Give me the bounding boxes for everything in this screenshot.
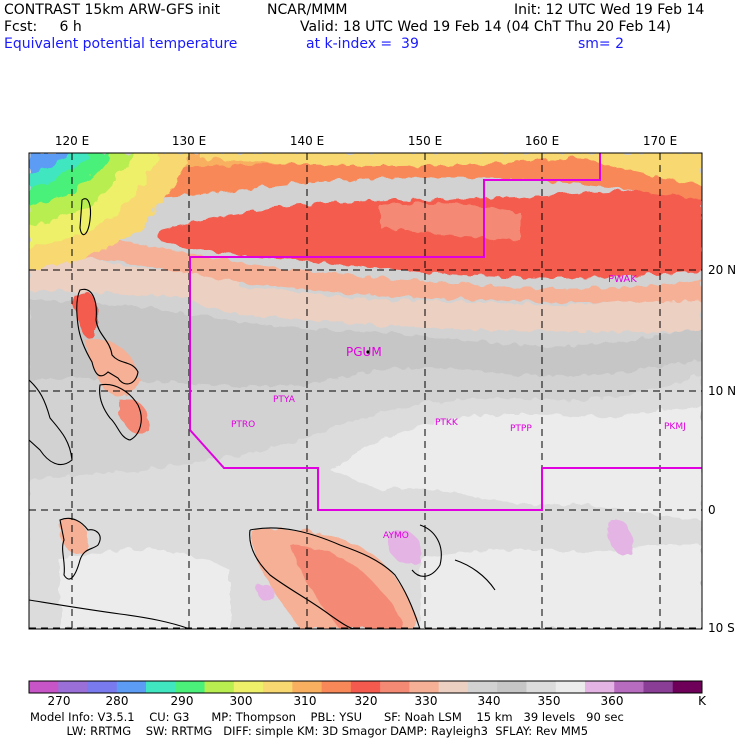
- station-pkmj: PKMJ: [664, 422, 686, 432]
- station-aymo: AYMO: [383, 531, 409, 541]
- colorbar-label-270: 270: [47, 694, 71, 708]
- contour-fill-layer: [29, 153, 702, 629]
- lon-label-160e: 160 E: [524, 134, 560, 148]
- colorbar-swatch: [350, 681, 381, 693]
- station-ptya: PTYA: [273, 395, 296, 405]
- colorbar-swatch: [204, 681, 235, 693]
- lesser-sunda-coastline: [29, 599, 191, 629]
- forecast-hour: Fcst: 6 h: [4, 19, 82, 35]
- organization-label: NCAR/MMM: [267, 2, 348, 18]
- colorbar-label-320: 320: [354, 694, 378, 708]
- lat-label-10n: 10 N: [708, 384, 737, 398]
- colorbar-swatch: [175, 681, 205, 693]
- lon-label-130e: 130 E: [171, 134, 207, 148]
- colorbar-label-340: 340: [477, 694, 501, 708]
- colorbar-swatch: [380, 681, 410, 693]
- colorbar-swatch: [263, 681, 293, 693]
- smoothing-label: sm= 2: [578, 36, 625, 52]
- colorbar-swatch: [321, 681, 352, 693]
- lon-label-140e: 140 E: [289, 134, 325, 148]
- colorbar-swatch: [292, 681, 323, 693]
- colorbar: [28, 680, 703, 694]
- station-pwak: PWAK: [608, 274, 637, 285]
- colorbar-swatch: [29, 681, 59, 693]
- lat-lon-grid: [29, 153, 702, 629]
- lon-label-170e: 170 E: [642, 134, 678, 148]
- model-title: CONTRAST 15km ARW-GFS init: [4, 2, 221, 18]
- station-ptpp: PTPP: [510, 424, 532, 434]
- colorbar-swatch: [584, 681, 615, 693]
- colorbar-swatch: [146, 681, 176, 693]
- philippines-coastline: [76, 288, 139, 385]
- colorbar-swatch: [643, 681, 674, 693]
- colorbar-label-350: 350: [537, 694, 561, 708]
- station-ptkk: PTKK: [435, 418, 459, 428]
- station-ptro: PTRO: [231, 420, 255, 430]
- colorbar-swatch: [116, 681, 147, 693]
- vertical-level: at k-index = 39: [306, 36, 419, 52]
- colorbar-label-280: 280: [105, 694, 129, 708]
- lon-label-150e: 150 E: [407, 134, 443, 148]
- colorbar-swatch: [672, 681, 703, 693]
- lon-label-120e: 120 E: [54, 134, 90, 148]
- colorbar-swatch: [409, 681, 440, 693]
- colorbar-label-360: 360: [600, 694, 624, 708]
- colorbar-frame: [28, 680, 703, 694]
- colorbar-label-330: 330: [414, 694, 438, 708]
- colorbar-swatch: [438, 681, 469, 693]
- colorbar-swatch: [555, 681, 586, 693]
- colorbar-unit-label: K: [698, 694, 706, 708]
- field-name: Equivalent potential temperature: [4, 36, 238, 52]
- init-time: Init: 12 UTC Wed 19 Feb 14: [514, 2, 705, 18]
- colorbar-swatch: [467, 681, 498, 693]
- colorbar-swatch: [497, 681, 527, 693]
- valid-time: Valid: 18 UTC Wed 19 Feb 14 (04 ChT Thu …: [300, 19, 672, 35]
- solomon-coastline: [454, 559, 496, 591]
- model-info-line1: Model Info: V3.5.1 CU: G3 MP: Thompson P…: [30, 710, 624, 724]
- station-markers: PWAK PGUM PTYA PTRO PTKK PTPP PKMJ AYMO: [231, 274, 686, 541]
- new-ireland-coastline: [411, 524, 442, 577]
- colorbar-swatch: [526, 681, 557, 693]
- colorbar-label-300: 300: [229, 694, 253, 708]
- mindanao-coastline: [99, 383, 142, 441]
- colorbar-swatch: [58, 681, 88, 693]
- station-pgum: PGUM: [346, 345, 382, 359]
- lat-label-20n: 20 N: [708, 263, 737, 277]
- model-info-line2: LW: RRTMG SW: RRTMG DIFF: simple KM: 3D …: [30, 724, 589, 738]
- lat-label-10s: 10 S: [708, 621, 735, 635]
- colorbar-label-290: 290: [170, 694, 194, 708]
- region-boundary-line: [189, 153, 702, 511]
- colorbar-label-310: 310: [293, 694, 317, 708]
- colorbar-swatch: [233, 681, 264, 693]
- new-guinea-coastline: [249, 527, 421, 629]
- borneo-coastline: [29, 379, 73, 465]
- map-frame: [28, 152, 703, 630]
- taiwan-coastline: [79, 198, 92, 236]
- colorbar-swatch: [614, 681, 644, 693]
- sulawesi-coastline: [59, 517, 101, 580]
- lat-label-equator: 0: [708, 503, 716, 517]
- colorbar-swatch: [87, 681, 118, 693]
